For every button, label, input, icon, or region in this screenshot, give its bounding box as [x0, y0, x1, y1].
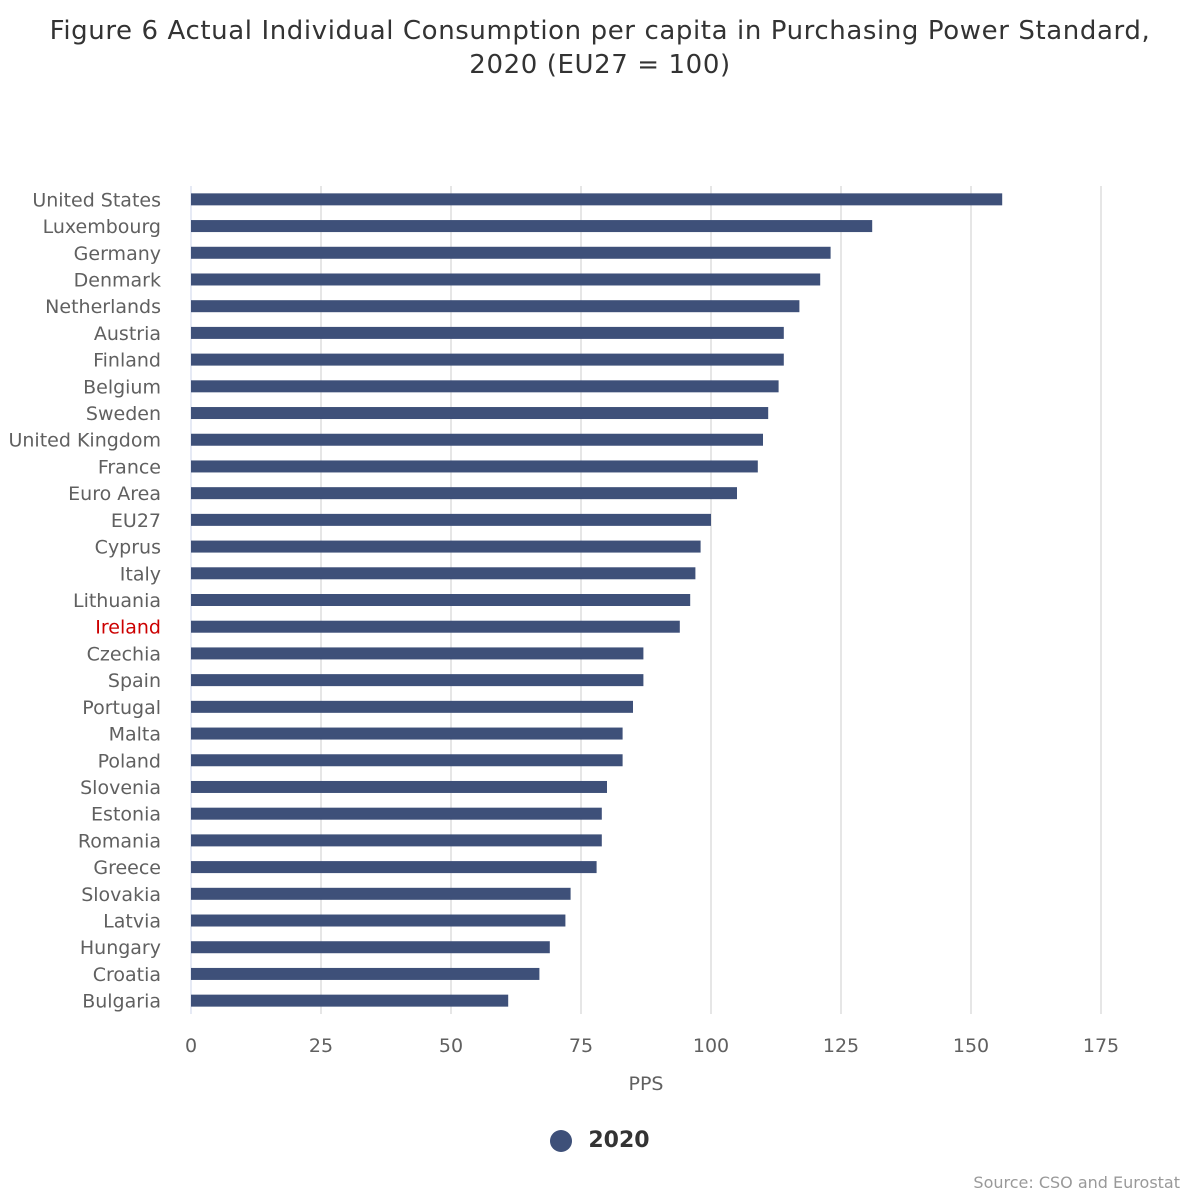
category-label: Croatia [93, 964, 161, 986]
bar[interactable] [191, 353, 784, 366]
category-label: Austria [94, 323, 161, 345]
category-label: France [98, 456, 161, 478]
bar[interactable] [191, 727, 623, 740]
bar-series-2020[interactable] [191, 193, 1003, 1007]
category-label: Slovenia [80, 777, 161, 799]
category-axis-labels: United States Luxembourg Germany Denmark Net… [8, 189, 161, 1012]
bar[interactable] [191, 994, 509, 1007]
bar[interactable] [191, 513, 711, 526]
category-label: Czechia [87, 643, 161, 665]
legend-label: 2020 [588, 1128, 650, 1153]
bar[interactable] [191, 326, 784, 339]
category-label: Greece [93, 857, 161, 879]
x-tick-label: 75 [569, 1035, 593, 1057]
chart-title: Figure 6 Actual Individual Consumption p… [0, 14, 1200, 82]
bar[interactable] [191, 193, 1003, 206]
category-label: EU27 [111, 510, 161, 532]
category-label: Sweden [86, 403, 161, 425]
x-tick-label: 150 [953, 1035, 989, 1057]
category-label: United Kingdom [8, 430, 161, 452]
bar[interactable] [191, 780, 607, 793]
category-label: Germany [74, 243, 161, 265]
category-label: Poland [98, 750, 161, 772]
category-label: United States [32, 189, 161, 211]
chart-title-line-2: 2020 (EU27 = 100) [469, 50, 731, 80]
category-label: Lithuania [73, 590, 161, 612]
category-label: Euro Area [68, 483, 161, 505]
bar[interactable] [191, 300, 800, 313]
bar[interactable] [191, 754, 623, 767]
category-label: Romania [78, 830, 161, 852]
category-label: Latvia [103, 911, 161, 933]
legend: 2020 [0, 1128, 1200, 1153]
category-label: Cyprus [95, 537, 161, 559]
value-axis-labels: 0 25 50 75 100 125 150 175 [185, 1035, 1119, 1057]
x-tick-label: 100 [693, 1035, 729, 1057]
bar[interactable] [191, 567, 696, 580]
bar[interactable] [191, 407, 769, 420]
category-label: Hungary [80, 937, 161, 959]
bar[interactable] [191, 540, 701, 553]
category-label: Bulgaria [82, 991, 161, 1013]
bar-chart: United States Luxembourg Germany Denmark Net… [8, 186, 1119, 1095]
bar[interactable] [191, 620, 680, 633]
category-label: Slovakia [81, 884, 161, 906]
x-axis-title: PPS [629, 1073, 664, 1095]
category-label: Spain [108, 670, 161, 692]
bar[interactable] [191, 700, 633, 713]
bar[interactable] [191, 967, 540, 980]
category-label: Estonia [91, 804, 161, 826]
category-label: Italy [120, 563, 161, 585]
bar[interactable] [191, 887, 571, 900]
category-label: Portugal [82, 697, 161, 719]
chart-title-line-1: Figure 6 Actual Individual Consumption p… [49, 16, 1151, 46]
legend-circle-icon [550, 1129, 573, 1152]
category-label: Ireland [95, 617, 161, 639]
bar[interactable] [191, 647, 644, 660]
bar[interactable] [191, 487, 737, 500]
x-tick-label: 0 [185, 1035, 197, 1057]
bar[interactable] [191, 941, 550, 954]
bar[interactable] [191, 246, 831, 259]
bar[interactable] [191, 914, 566, 927]
category-label: Luxembourg [43, 216, 161, 238]
category-label: Belgium [83, 376, 161, 398]
bar[interactable] [191, 834, 602, 847]
bar[interactable] [191, 807, 602, 820]
bar[interactable] [191, 861, 597, 874]
credits[interactable]: Source: CSO and Eurostat [973, 1173, 1180, 1192]
category-label: Denmark [74, 269, 161, 291]
category-label: Netherlands [45, 296, 161, 318]
bar[interactable] [191, 594, 691, 606]
bar[interactable] [191, 674, 644, 687]
bar[interactable] [191, 460, 758, 473]
bar[interactable] [191, 273, 821, 286]
x-tick-label: 25 [309, 1035, 333, 1057]
bar[interactable] [191, 380, 779, 393]
x-tick-label: 50 [439, 1035, 463, 1057]
category-label: Finland [93, 350, 161, 372]
x-tick-label: 125 [823, 1035, 859, 1057]
x-tick-label: 175 [1083, 1035, 1119, 1057]
legend-item-2020[interactable]: 2020 [550, 1128, 650, 1153]
bar[interactable] [191, 433, 763, 446]
bar[interactable] [191, 220, 873, 233]
category-label: Malta [109, 724, 161, 746]
